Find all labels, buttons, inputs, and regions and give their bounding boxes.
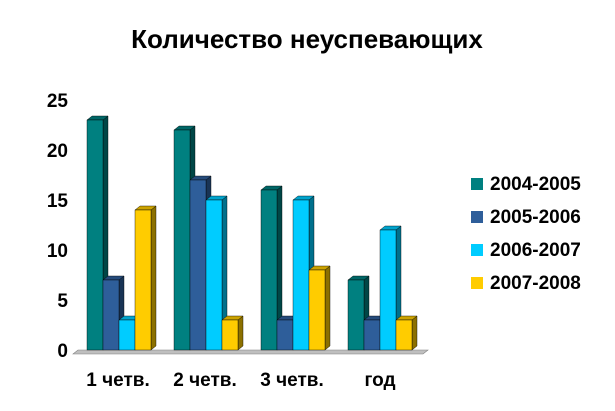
y-tick-label: 15 xyxy=(47,191,69,212)
y-tick-label: 25 xyxy=(47,91,69,112)
chart-title: Количество неуспевающих xyxy=(131,24,483,54)
bar-front xyxy=(173,129,191,351)
bar-front xyxy=(102,279,120,351)
bar xyxy=(134,205,157,351)
bar-front xyxy=(363,319,381,351)
y-tick-label: 20 xyxy=(47,141,68,162)
bar xyxy=(221,315,244,351)
legend-swatch xyxy=(471,211,483,223)
y-tick-label: 0 xyxy=(57,341,68,362)
x-axis-categories: 1 четв. 2 четв. 3 четв. год xyxy=(86,370,395,391)
chart-floor xyxy=(72,349,429,355)
bar-front xyxy=(292,199,310,351)
bar-front xyxy=(308,269,326,351)
bar-front xyxy=(86,119,104,351)
x-category-label: 2 четв. xyxy=(173,370,236,391)
bar-front xyxy=(379,229,397,351)
legend-label: 2007-2008 xyxy=(490,273,581,294)
bar-front xyxy=(221,319,239,351)
legend-label: 2006-2007 xyxy=(490,240,581,261)
y-tick-label: 5 xyxy=(57,291,68,312)
bar-front xyxy=(260,189,278,351)
bar-front xyxy=(205,199,223,351)
bar-front xyxy=(276,319,294,351)
legend-label: 2005-2006 xyxy=(490,207,581,228)
y-axis-ticks: 0 5 10 15 20 25 xyxy=(47,91,69,362)
bar xyxy=(260,185,283,351)
bar-front xyxy=(189,179,207,351)
x-category-label: год xyxy=(364,370,395,391)
bars-group xyxy=(86,115,418,351)
bar-side xyxy=(150,205,157,351)
legend-label: 2004-2005 xyxy=(490,174,581,195)
legend-swatch xyxy=(471,277,483,289)
bar xyxy=(308,265,331,351)
chart-floor-plane xyxy=(72,349,429,355)
bar-front xyxy=(134,209,152,351)
bar-front xyxy=(347,279,365,351)
y-tick-label: 10 xyxy=(47,241,68,262)
legend-swatch xyxy=(471,244,483,256)
bar-side xyxy=(411,315,418,351)
bar-front xyxy=(395,319,413,351)
x-category-label: 1 четв. xyxy=(86,370,149,391)
legend-swatch xyxy=(471,178,483,190)
bar-side xyxy=(237,315,244,351)
x-category-label: 3 четв. xyxy=(260,370,323,391)
bar-front xyxy=(118,319,136,351)
bar xyxy=(395,315,418,351)
bar-side xyxy=(324,265,331,351)
legend: 2004-2005 2005-2006 2006-2007 2007-2008 xyxy=(471,174,581,294)
bar xyxy=(205,195,228,351)
